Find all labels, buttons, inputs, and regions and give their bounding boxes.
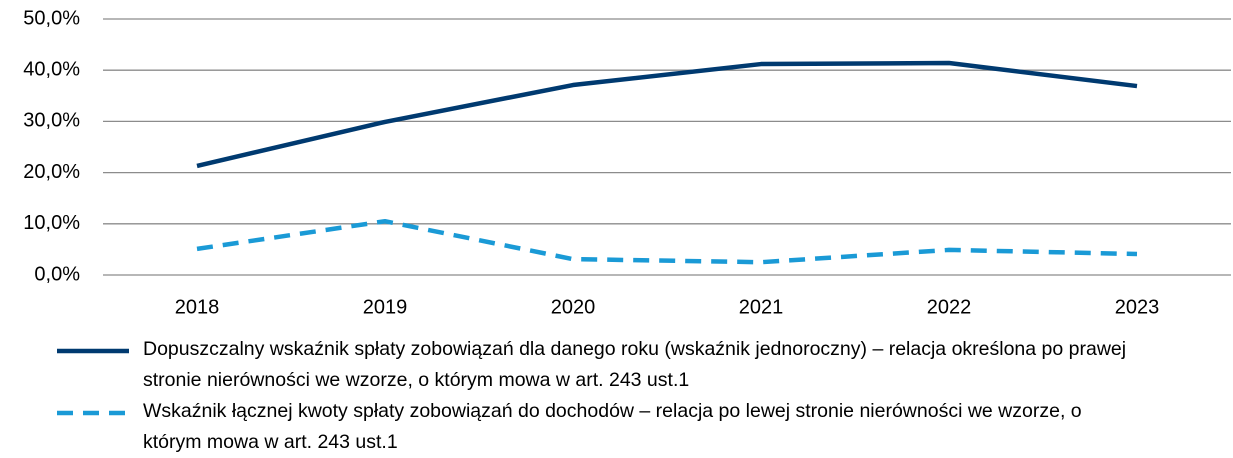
y-tick-label: 30,0% bbox=[23, 110, 80, 132]
y-tick-label: 40,0% bbox=[23, 58, 80, 80]
x-tick-label: 2019 bbox=[363, 296, 408, 318]
legend-swatch bbox=[57, 348, 129, 354]
legend: Dopuszczalny wskaźnik spłaty zobowiązań … bbox=[57, 334, 1177, 458]
legend-label: Wskaźnik łącznej kwoty spłaty zobowiązań… bbox=[143, 400, 1082, 453]
x-tick-label: 2022 bbox=[927, 296, 972, 318]
series-line bbox=[196, 218, 1138, 265]
x-tick-label: 2020 bbox=[551, 296, 596, 318]
chart: 0,0% 10,0% 20,0% 30,0% 40,0% 50,0% 2018 2019 202… bbox=[23, 7, 1231, 318]
y-tick-label: 50,0% bbox=[23, 7, 80, 29]
y-tick-label: 0,0% bbox=[34, 263, 80, 285]
x-tick-label: 2018 bbox=[175, 296, 220, 318]
y-tick-label: 10,0% bbox=[23, 212, 80, 234]
legend-entry: Wskaźnik łącznej kwoty spłaty zobowiązań… bbox=[57, 396, 1177, 458]
x-tick-label: 2023 bbox=[1115, 296, 1160, 318]
legend-label: Dopuszczalny wskaźnik spłaty zobowiązań … bbox=[143, 338, 1127, 391]
x-tick-label: 2021 bbox=[739, 296, 784, 318]
series-line bbox=[196, 60, 1138, 169]
legend-entry: Dopuszczalny wskaźnik spłaty zobowiązań … bbox=[57, 334, 1177, 396]
legend-swatch bbox=[57, 410, 129, 416]
y-tick-label: 20,0% bbox=[23, 161, 80, 183]
